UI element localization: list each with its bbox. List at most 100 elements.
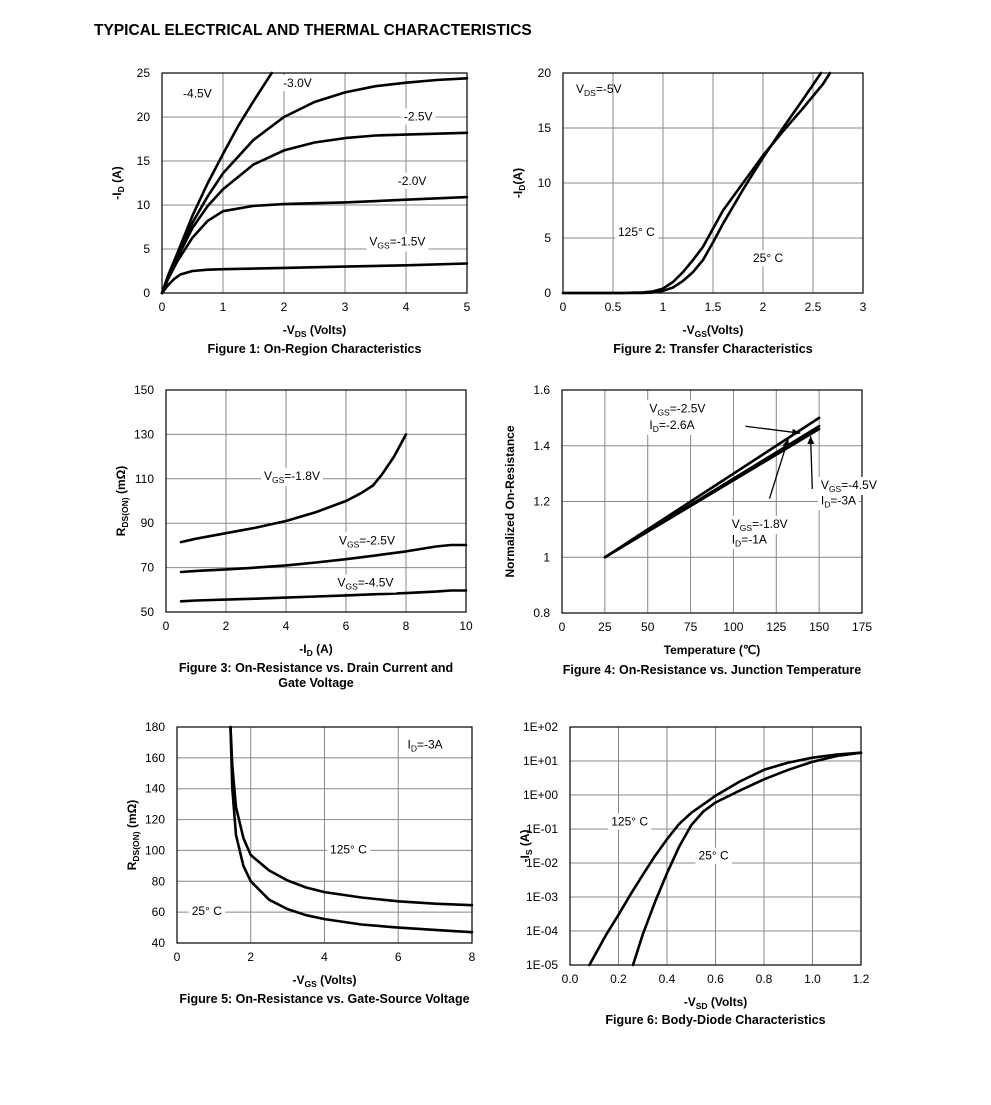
series-line-3: [160, 131, 469, 295]
x-tick-label: 4: [283, 619, 290, 633]
curve-label: VGS=-1.8V: [264, 469, 320, 485]
chart-fig5: 0 2 4 6 8 40 60 80 100 120 140 160 180 ID=-3A 125° C 25…: [125, 720, 476, 1006]
y-tick-label: 1.6: [533, 383, 550, 397]
figure-caption: Figure 4: On-Resistance vs. Junction Tem…: [563, 663, 862, 677]
curve-label-background: [695, 847, 733, 864]
curve-label-background: [728, 531, 770, 550]
x-tick-label: 0.4: [659, 972, 676, 986]
callout-arrow: [809, 435, 813, 489]
y-tick-label: 10: [538, 176, 552, 190]
y-tick-label: 1E+00: [523, 788, 558, 802]
y-tick-label: 0.8: [533, 606, 550, 620]
y-axis-label: RDS(ON) (mΩ): [114, 466, 130, 537]
x-tick-label: 175: [852, 620, 872, 634]
callout-arrow: [745, 425, 801, 434]
curve-label: ID=-3A: [407, 738, 442, 754]
x-tick-label: 6: [343, 619, 350, 633]
x-axis-label: -VGS(Volts): [683, 323, 744, 339]
y-tick-label: 1E-03: [526, 890, 558, 904]
x-tick-label: 3: [860, 300, 867, 314]
figure-caption: Figure 6: Body-Diode Characteristics: [605, 1013, 825, 1027]
x-tick-label: 2: [247, 950, 254, 964]
curve-label: 25° C: [699, 849, 729, 863]
figure-caption: Figure 1: On-Region Characteristics: [208, 342, 422, 356]
series-line-3: [179, 589, 468, 603]
y-tick-label: 5: [143, 242, 150, 256]
curve-label: -4.5V: [183, 87, 212, 101]
y-tick-label: 1.4: [533, 439, 550, 453]
curve-label: 25° C: [753, 251, 783, 265]
x-axis-label: -VGS (Volts): [292, 973, 356, 989]
x-tick-label: 125: [766, 620, 786, 634]
curve-label: 125° C: [330, 843, 367, 857]
x-tick-label: 0.6: [707, 972, 724, 986]
series-line-2: [561, 71, 823, 295]
page-title: TYPICAL ELECTRICAL AND THERMAL CHARACTER…: [94, 22, 532, 39]
y-tick-label: 40: [152, 936, 166, 950]
series-line-1: [588, 751, 863, 967]
x-tick-label: 50: [641, 620, 655, 634]
y-tick-label: 80: [152, 874, 166, 888]
curve-label-background: [817, 476, 880, 495]
series-line-3: [603, 427, 821, 559]
series-line-2: [179, 543, 468, 574]
curve-label: VDS=-5V: [576, 82, 622, 98]
curve-label: VGS=-1.5V: [369, 234, 425, 250]
curve-label: -3.0V: [283, 76, 312, 90]
x-tick-label: 4: [403, 300, 410, 314]
plot-frame: [161, 72, 468, 294]
y-tick-label: 150: [134, 383, 154, 397]
curve-label: VGS=-1.8V: [732, 517, 788, 533]
chart-fig1: 0 1 2 3 4 5 0 5 10 15 20 25 -4.5V -3.0V -2.5V -2.0V VGS=…: [110, 66, 471, 356]
x-tick-label: 6: [395, 950, 402, 964]
plot-frame: [165, 389, 467, 613]
y-tick-label: 25: [137, 66, 151, 80]
curve-label: -2.0V: [398, 174, 427, 188]
y-tick-label: 70: [141, 561, 155, 575]
curve-label: ID=-2.6A: [649, 418, 694, 434]
curve-label-background: [615, 223, 659, 240]
chart-fig4: 0 25 50 75 100 125 150 175 0.8 1 1.2 1.4 1.6 VGS=-2.5…: [503, 383, 880, 677]
arrow-head: [807, 436, 815, 445]
y-tick-label: 140: [145, 782, 165, 796]
curve-label: ID=-1A: [732, 532, 767, 548]
arrow-head: [782, 438, 790, 448]
y-tick-label: 1E+02: [523, 720, 558, 734]
plot-frame: [569, 726, 862, 966]
x-axis-label: -VDS (Volts): [283, 323, 347, 339]
x-axis-label: Temperature (℃): [664, 643, 761, 657]
figure-caption: Figure 5: On-Resistance vs. Gate-Source …: [179, 992, 469, 1006]
curve-label: VGS=-4.5V: [338, 576, 394, 592]
y-tick-label: 110: [135, 472, 154, 486]
y-tick-label: 100: [145, 843, 165, 857]
curve-label-background: [394, 172, 430, 189]
x-tick-label: 4: [321, 950, 328, 964]
curve-label-background: [188, 903, 226, 920]
callout-arrow: [768, 438, 789, 499]
y-axis-label: -ID (A): [110, 166, 126, 199]
y-tick-label: 0: [544, 286, 551, 300]
series-line-1: [229, 725, 474, 907]
y-tick-label: 1E-04: [526, 924, 558, 938]
y-tick-label: 1E-05: [526, 958, 558, 972]
curve-label-background: [817, 492, 860, 511]
x-tick-label: 100: [723, 620, 743, 634]
plot-frame: [561, 389, 863, 614]
x-tick-label: 1.2: [853, 972, 870, 986]
y-tick-label: 90: [141, 516, 155, 530]
y-tick-label: 1E+01: [523, 754, 558, 768]
chart-fig3: 0 2 4 6 8 10 50 70 90 110 130 150 VGS=-1.8V VGS=-2.5V…: [114, 383, 473, 690]
series-line-5: [160, 262, 469, 295]
x-tick-label: 1.0: [804, 972, 821, 986]
x-tick-label: 1.5: [705, 300, 722, 314]
arrow-head: [791, 428, 801, 436]
y-tick-label: 1.2: [533, 495, 550, 509]
curve-label-background: [750, 250, 787, 267]
x-tick-label: 0: [174, 950, 181, 964]
curve-label: 125° C: [611, 815, 648, 829]
y-axis-label: Normalized On-Resistance: [503, 425, 517, 577]
curve-label-background: [728, 515, 791, 534]
y-tick-label: 180: [145, 720, 165, 734]
y-tick-label: 1E-02: [526, 856, 558, 870]
curve-label: ID=-3A: [821, 493, 856, 509]
